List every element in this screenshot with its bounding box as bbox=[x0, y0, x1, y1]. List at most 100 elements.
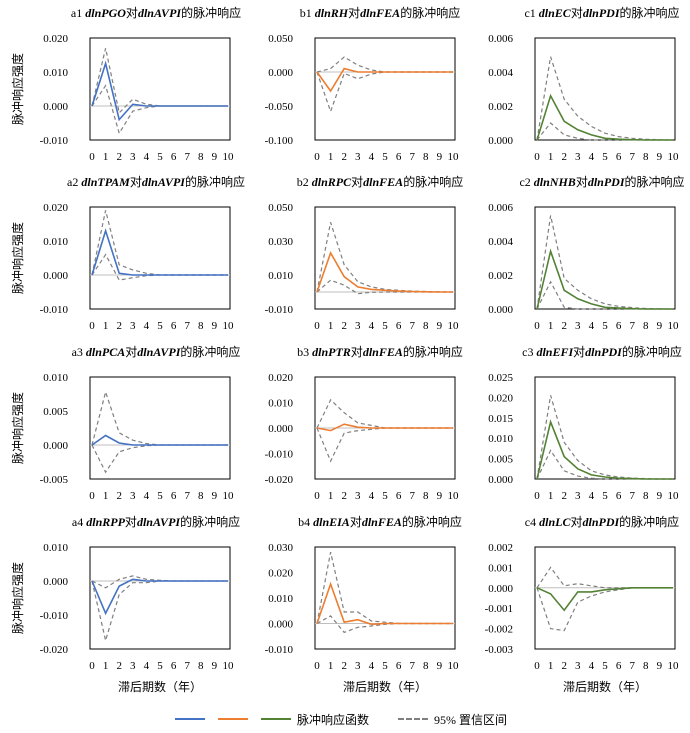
x-tick-label: 9 bbox=[212, 151, 218, 163]
x-tick-label: 6 bbox=[616, 320, 622, 332]
x-tick-label: 3 bbox=[130, 151, 136, 163]
ci-lower-line bbox=[536, 587, 673, 632]
title-part: dlnAVPI bbox=[137, 515, 181, 529]
x-tick-label: 0 bbox=[314, 490, 320, 502]
x-tick-label: 7 bbox=[629, 151, 635, 163]
title-part: 的脉冲响应 bbox=[400, 5, 460, 20]
y-tick-label: -0.010 bbox=[265, 449, 294, 461]
x-tick-label: 9 bbox=[212, 320, 218, 332]
x-tick-label: 1 bbox=[328, 660, 334, 672]
y-tick-label: 0.015 bbox=[488, 413, 513, 425]
y-tick-label: 0.010 bbox=[268, 593, 293, 605]
y-tick-label: 0.010 bbox=[43, 67, 68, 79]
plot-frame bbox=[89, 546, 231, 650]
x-tick-label: 6 bbox=[396, 151, 402, 163]
title-part: 的脉冲响应 bbox=[625, 174, 685, 189]
x-tick-label: 8 bbox=[423, 660, 429, 672]
title-part: c4 bbox=[525, 515, 539, 529]
title-part: dlnRH bbox=[315, 6, 349, 20]
x-axis-label: 滞后期数（年） bbox=[118, 679, 202, 694]
x-tick-label: 3 bbox=[575, 320, 581, 332]
y-tick-label: 0.000 bbox=[268, 67, 293, 79]
x-tick-label: 0 bbox=[314, 320, 320, 332]
title-part: b1 bbox=[300, 6, 315, 20]
x-tick-label: 5 bbox=[157, 490, 163, 502]
title-part: 的脉冲响应 bbox=[180, 514, 240, 529]
x-tick-label: 3 bbox=[355, 490, 361, 502]
x-tick-label: 3 bbox=[130, 660, 136, 672]
title-part: 对 bbox=[351, 175, 363, 189]
ci-lower-line bbox=[536, 122, 673, 141]
x-tick-label: 4 bbox=[369, 320, 375, 332]
x-tick-label: 8 bbox=[198, 490, 204, 502]
chart-c4: c4 dlnLC对dlnPDI的脉冲响应 0.002 0.001 0.000 -0.00… bbox=[485, 514, 680, 694]
x-tick-label: 3 bbox=[355, 660, 361, 672]
x-tick-label: 4 bbox=[144, 151, 150, 163]
plot-frame bbox=[314, 206, 456, 310]
plot-frame bbox=[534, 37, 676, 141]
title-part: dlnPDI bbox=[583, 6, 621, 20]
x-tick-label: 10 bbox=[668, 151, 680, 163]
y-tick-label: 0.050 bbox=[268, 202, 293, 214]
chart-b3: b3 dlnPTR对dlnFEA的脉冲响应 0.020 0.010 0.000 -0.0… bbox=[265, 344, 463, 502]
x-tick-label: 5 bbox=[382, 151, 388, 163]
plot-frame bbox=[534, 546, 676, 650]
x-tick-label: 10 bbox=[223, 320, 235, 332]
x-tick-label: 8 bbox=[643, 490, 649, 502]
ci-lower-line bbox=[536, 280, 673, 310]
y-tick-label: 0.005 bbox=[488, 454, 513, 466]
x-tick-label: 7 bbox=[409, 490, 415, 502]
chart-a1: a1 dlnPGO对dlnAVPI的脉冲响应 0.020 0.010 0.000 -0.… bbox=[10, 5, 241, 163]
irf-line bbox=[91, 434, 228, 446]
legend-irf-label: 脉冲响应函数 bbox=[297, 712, 370, 727]
x-tick-label: 9 bbox=[437, 490, 443, 502]
x-tick-label: 10 bbox=[448, 490, 460, 502]
x-tick-label: 9 bbox=[212, 490, 218, 502]
x-tick-label: 10 bbox=[223, 660, 235, 672]
title-part: dlnPTR bbox=[312, 345, 351, 359]
y-tick-label: 0.006 bbox=[488, 33, 513, 45]
x-tick-label: 7 bbox=[184, 660, 190, 672]
x-tick-label: 0 bbox=[534, 660, 540, 672]
x-tick-label: 9 bbox=[657, 660, 663, 672]
x-tick-label: 4 bbox=[144, 490, 150, 502]
x-tick-label: 6 bbox=[171, 151, 177, 163]
title-part: dlnAVPI bbox=[142, 175, 186, 189]
x-tick-label: 10 bbox=[448, 151, 460, 163]
chart-title: b1 dlnRH对dlnFEA的脉冲响应 bbox=[300, 5, 460, 20]
y-axis-label: 脉冲响应强度 bbox=[10, 392, 25, 464]
title-part: dlnEFI bbox=[536, 345, 574, 359]
x-tick-label: 7 bbox=[629, 660, 635, 672]
x-tick-label: 0 bbox=[89, 660, 95, 672]
chart-b2: b2 dlnRPC对dlnFEA的脉冲响应 0.050 0.030 0.010 -0.0… bbox=[265, 174, 464, 332]
x-tick-label: 9 bbox=[657, 490, 663, 502]
x-tick-label: 5 bbox=[157, 320, 163, 332]
x-tick-label: 10 bbox=[223, 151, 235, 163]
x-tick-label: 3 bbox=[355, 320, 361, 332]
ci-lower-line bbox=[316, 427, 453, 463]
x-tick-label: 2 bbox=[561, 660, 567, 672]
ci-upper-line bbox=[536, 56, 674, 141]
title-part: a1 bbox=[71, 6, 85, 20]
y-tick-label: 0.010 bbox=[43, 542, 68, 554]
y-tick-label: 0.000 bbox=[268, 423, 293, 435]
y-tick-label: 0.002 bbox=[488, 101, 513, 113]
x-tick-label: 0 bbox=[534, 490, 540, 502]
title-part: dlnEC bbox=[539, 6, 572, 20]
plot-frame bbox=[314, 37, 456, 141]
x-tick-label: 6 bbox=[616, 490, 622, 502]
y-tick-label: 0.020 bbox=[43, 33, 68, 45]
x-tick-label: 5 bbox=[382, 490, 388, 502]
x-tick-label: 7 bbox=[184, 320, 190, 332]
x-tick-label: 3 bbox=[130, 320, 136, 332]
x-tick-label: 1 bbox=[103, 490, 109, 502]
ci-upper-line bbox=[536, 566, 673, 589]
title-part: dlnLC bbox=[539, 515, 571, 529]
x-axis-label: 滞后期数（年） bbox=[343, 679, 427, 694]
x-tick-label: 8 bbox=[643, 151, 649, 163]
y-tick-label: 0.010 bbox=[43, 236, 68, 248]
y-tick-label: 0.000 bbox=[488, 474, 513, 486]
legend-green-line: 脉冲响应函数 bbox=[261, 710, 369, 728]
plot-frame bbox=[89, 376, 231, 480]
x-tick-label: 7 bbox=[629, 490, 635, 502]
